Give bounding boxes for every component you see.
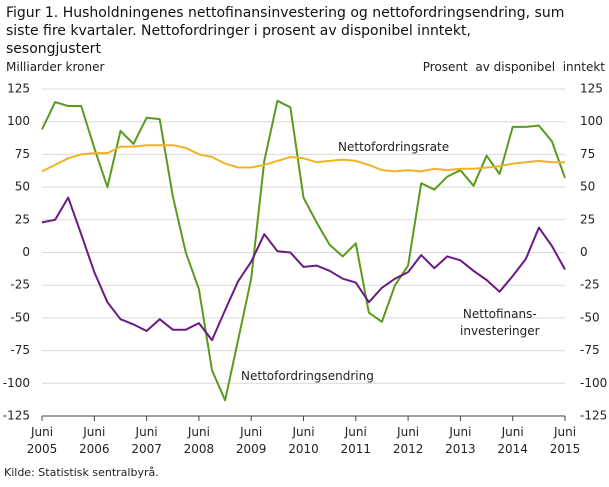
y-tick-label: 25	[15, 212, 30, 226]
y-tick-label: 125	[7, 82, 30, 96]
y-tick-label: 0	[22, 245, 30, 259]
y-tick-label: -75	[10, 343, 30, 357]
chart-title: Figur 1. Husholdningenes nettofinansinve…	[6, 5, 565, 57]
y-tick-label: 100	[7, 114, 30, 128]
y2-tick-label: -75	[580, 343, 600, 357]
series-line	[41, 99, 566, 402]
series-label: Nettofordringsendring	[241, 369, 374, 383]
y-tick-label: -50	[10, 310, 30, 324]
x-tick-label: Juni 2007	[131, 425, 162, 456]
x-tick-label: Juni 2015	[549, 425, 581, 456]
series-label: Nettofordringsrate	[338, 140, 450, 154]
y2-tick-label: -125	[580, 409, 607, 423]
y-tick-label: 50	[15, 180, 30, 194]
series-label: Nettofinans- investeringer	[460, 307, 540, 338]
x-tick-label: Juni 2013	[445, 425, 476, 456]
y2-tick-label: 100	[580, 114, 603, 128]
y2-axis-label: Prosent av disponibel inntekt	[422, 60, 605, 74]
x-tick-label: Juni 2006	[79, 425, 110, 456]
x-tick-label: Juni 2011	[340, 425, 372, 456]
y2-tick-label: 0	[580, 245, 588, 259]
y2-tick-label: 25	[580, 212, 595, 226]
y2-tick-label: 75	[580, 147, 595, 161]
y2-tick-label: 125	[580, 82, 603, 96]
y-axis-label: Milliarder kroner	[6, 60, 105, 74]
series-line	[41, 196, 566, 342]
series-line	[41, 144, 565, 173]
x-tick-label: Juni 2012	[392, 425, 424, 456]
y-tick-label: -25	[10, 278, 30, 292]
x-tick-label: Juni 2005	[26, 425, 58, 456]
x-tick-label: Juni 2014	[497, 425, 528, 456]
x-tick-label: Juni 2008	[183, 425, 215, 456]
y2-tick-label: 50	[580, 180, 595, 194]
x-tick-label: Juni 2010	[288, 425, 319, 456]
y-tick-label: -100	[3, 376, 30, 390]
x-tick-label: Juni 2009	[235, 425, 267, 456]
y-tick-label: -125	[3, 409, 30, 423]
y-tick-label: 75	[15, 147, 30, 161]
source: Kilde: Statistisk sentralbyrå.	[4, 466, 159, 479]
y2-tick-label: -50	[580, 310, 600, 324]
y2-tick-label: -25	[580, 278, 600, 292]
y2-tick-label: -100	[580, 376, 607, 390]
